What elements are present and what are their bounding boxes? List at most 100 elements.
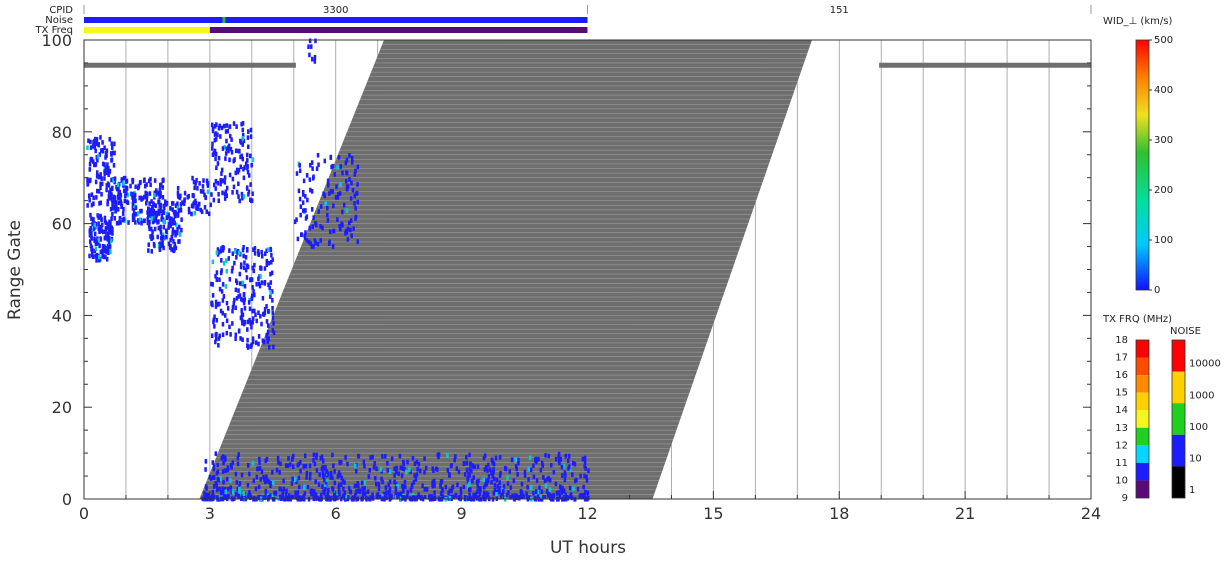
- x-tick-label: 15: [703, 504, 723, 523]
- data-point: [304, 463, 308, 469]
- data-point: [246, 327, 249, 332]
- data-point: [150, 199, 153, 204]
- data-point: [240, 191, 244, 197]
- data-point: [562, 488, 566, 494]
- data-point: [152, 201, 155, 206]
- data-point: [148, 219, 151, 225]
- data-point: [429, 494, 433, 500]
- data-point: [239, 336, 242, 341]
- data-point: [339, 460, 343, 465]
- data-point: [113, 199, 116, 205]
- data-point: [265, 260, 269, 265]
- cluster-band-3: [176, 175, 212, 217]
- data-point: [233, 157, 236, 162]
- data-point: [223, 191, 227, 197]
- data-point: [251, 308, 254, 314]
- data-point: [394, 486, 398, 491]
- data-point: [225, 318, 229, 324]
- data-point: [251, 191, 254, 196]
- data-point: [355, 191, 358, 196]
- data-point: [416, 494, 420, 500]
- data-point: [248, 490, 251, 495]
- data-point: [153, 192, 156, 198]
- data-point: [153, 178, 157, 183]
- data-point: [305, 470, 309, 476]
- data-point: [319, 455, 323, 461]
- data-point: [89, 225, 92, 231]
- data-point: [240, 308, 243, 313]
- data-point: [387, 482, 390, 487]
- txfrq-tick-label: 13: [1115, 423, 1128, 434]
- data-point: [525, 494, 529, 499]
- data-point: [453, 457, 456, 463]
- data-point: [124, 218, 127, 223]
- data-point: [403, 479, 407, 485]
- data-point: [571, 472, 574, 477]
- data-point: [331, 244, 335, 249]
- data-point: [257, 248, 260, 254]
- data-point: [220, 268, 223, 273]
- data-point: [220, 171, 223, 176]
- data-point: [106, 235, 109, 241]
- data-point: [495, 477, 499, 483]
- data-point: [234, 148, 238, 154]
- data-point: [100, 176, 103, 181]
- data-point: [307, 239, 311, 245]
- data-point: [546, 477, 549, 482]
- data-point: [268, 285, 271, 291]
- data-point: [325, 479, 329, 484]
- data-point: [242, 138, 246, 144]
- data-point: [225, 138, 228, 144]
- data-point: [229, 146, 233, 152]
- data-point: [212, 466, 216, 472]
- data-point: [547, 453, 550, 459]
- data-point: [208, 474, 212, 480]
- data-point: [110, 216, 113, 221]
- data-point: [313, 461, 317, 467]
- data-point: [100, 222, 104, 228]
- data-point: [544, 453, 547, 458]
- data-point: [538, 485, 541, 490]
- data-point: [133, 192, 137, 198]
- data-point: [217, 198, 221, 204]
- data-point: [353, 200, 356, 206]
- data-point: [193, 210, 197, 216]
- data-point: [119, 220, 122, 225]
- data-point: [567, 453, 571, 459]
- data-point: [258, 283, 262, 289]
- data-point: [585, 474, 588, 480]
- data-point: [214, 273, 217, 279]
- data-point: [96, 188, 99, 194]
- noise-tick-label: 1: [1189, 485, 1195, 496]
- data-point: [161, 234, 165, 240]
- data-point: [406, 493, 409, 499]
- data-point: [164, 199, 167, 204]
- data-point: [246, 263, 249, 269]
- data-point: [509, 495, 512, 500]
- data-point: [220, 455, 224, 461]
- data-point: [322, 489, 325, 494]
- data-point: [356, 239, 359, 244]
- data-point: [264, 494, 267, 500]
- data-point: [423, 494, 427, 500]
- data-point: [476, 464, 480, 469]
- data-point: [214, 178, 218, 184]
- data-point: [240, 296, 243, 302]
- data-point: [562, 494, 566, 500]
- data-point: [341, 478, 345, 484]
- data-point: [542, 494, 545, 500]
- data-point: [220, 167, 224, 173]
- data-point: [316, 152, 320, 158]
- data-point: [142, 218, 145, 224]
- data-point: [235, 296, 239, 301]
- data-point: [162, 210, 166, 215]
- colorbar-tick-label: 300: [1154, 135, 1173, 146]
- data-point: [468, 467, 472, 472]
- data-point: [326, 205, 329, 211]
- data-point: [150, 216, 154, 221]
- data-point: [390, 456, 394, 461]
- data-point: [107, 250, 110, 255]
- data-point: [171, 221, 174, 226]
- data-point: [111, 205, 115, 211]
- data-point: [92, 195, 95, 201]
